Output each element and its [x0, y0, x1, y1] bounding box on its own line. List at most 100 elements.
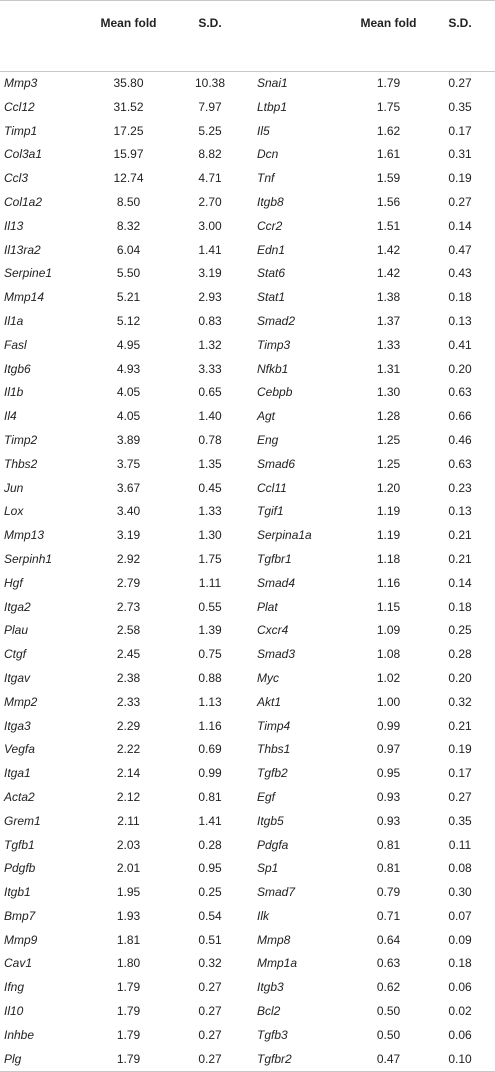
mean-fold-left: 6.04	[116, 242, 141, 257]
table-row: Il13 8.32 3.00 Ccr2 1.51 0.14	[0, 215, 495, 239]
sd-left: 3.00	[198, 218, 222, 233]
gene-name-left: Itgb6	[4, 361, 31, 376]
mean-fold-left: 1.79	[116, 1004, 141, 1019]
table-row: Itga1 2.14 0.99 Tgfb2 0.95 0.17	[0, 762, 495, 786]
mean-fold-left: 4.05	[116, 385, 141, 400]
table-row: Inhbe 1.79 0.27 Tgfb3 0.50 0.06	[0, 1024, 495, 1048]
gene-name-left: Pdgfb	[4, 861, 36, 876]
sd-left: 0.51	[198, 932, 222, 947]
sd-right: 0.18	[448, 599, 472, 614]
table-header: Mean fold S.D. Mean fold S.D.	[0, 0, 495, 72]
gene-name-right: Itgb5	[257, 813, 284, 828]
mean-fold-left: 2.03	[116, 837, 141, 852]
mean-fold-left: 3.67	[116, 480, 141, 495]
gene-name-left: Ctgf	[4, 647, 27, 662]
sd-right: 0.06	[448, 980, 472, 995]
gene-name-left: Itgav	[4, 670, 31, 685]
mean-fold-left: 1.80	[116, 956, 141, 971]
gene-name-right: Thbs1	[257, 742, 291, 757]
sd-right: 0.19	[448, 171, 472, 186]
sd-left: 0.54	[198, 908, 222, 923]
mean-fold-right: 1.38	[376, 290, 401, 305]
gene-name-left: Il13	[4, 218, 24, 233]
header-mean-fold-1: Mean fold	[100, 16, 157, 30]
mean-fold-right: 0.93	[376, 789, 401, 804]
mean-fold-right: 0.63	[376, 956, 401, 971]
table-row: Mmp3 35.80 10.38 Snai1 1.79 0.27	[0, 72, 495, 96]
sd-left: 3.33	[198, 361, 222, 376]
sd-right: 0.19	[448, 742, 472, 757]
sd-left: 0.55	[198, 599, 222, 614]
mean-fold-left: 2.29	[116, 718, 141, 733]
sd-right: 0.11	[448, 837, 472, 852]
sd-left: 1.30	[198, 528, 222, 543]
gene-name-right: Stat6	[257, 266, 286, 281]
table-row: Plau 2.58 1.39 Cxcr4 1.09 0.25	[0, 619, 495, 643]
header-sd-1: S.D.	[198, 16, 222, 30]
table-row: Itgb1 1.95 0.25 Smad7 0.79 0.30	[0, 881, 495, 905]
mean-fold-right: 1.31	[376, 361, 401, 376]
sd-right: 0.47	[448, 242, 472, 257]
table-row: Mmp13 3.19 1.30 Serpina1a 1.19 0.21	[0, 524, 495, 548]
sd-right: 0.25	[448, 623, 472, 638]
gene-name-left: Bmp7	[4, 908, 36, 923]
gene-name-right: Tgfb2	[257, 766, 288, 781]
gene-name-right: Ltbp1	[257, 99, 288, 114]
mean-fold-left: 2.92	[116, 551, 141, 566]
mean-fold-right: 1.37	[376, 313, 401, 328]
sd-right: 0.09	[448, 932, 472, 947]
gene-name-left: Acta2	[4, 789, 35, 804]
sd-left: 1.40	[198, 409, 222, 424]
sd-left: 1.41	[198, 242, 222, 257]
gene-name-right: Tgif1	[257, 504, 284, 519]
sd-right: 0.31	[448, 147, 472, 162]
mean-fold-right: 1.16	[376, 575, 401, 590]
sd-left: 5.25	[198, 123, 222, 138]
mean-fold-right: 1.42	[376, 242, 401, 257]
mean-fold-left: 5.50	[116, 266, 141, 281]
mean-fold-left: 5.12	[116, 313, 141, 328]
mean-fold-right: 0.93	[376, 813, 401, 828]
gene-name-left: Il4	[4, 409, 17, 424]
sd-right: 0.18	[448, 290, 472, 305]
sd-right: 0.10	[448, 1051, 472, 1066]
table-row: Itga3 2.29 1.16 Timp4 0.99 0.21	[0, 715, 495, 739]
gene-name-left: Il1b	[4, 385, 24, 400]
sd-right: 0.23	[448, 480, 472, 495]
sd-left: 0.25	[198, 885, 222, 900]
sd-right: 0.35	[448, 813, 472, 828]
table-row: Pdgfb 2.01 0.95 Sp1 0.81 0.08	[0, 857, 495, 881]
sd-left: 0.27	[198, 1004, 222, 1019]
table-row: Plg 1.79 0.27 Tgfbr2 0.47 0.10	[0, 1048, 495, 1072]
gene-name-right: Smad7	[257, 885, 296, 900]
table-row: Ccl3 12.74 4.71 Tnf 1.59 0.19	[0, 167, 495, 191]
table-row: Timp1 17.25 5.25 Il5 1.62 0.17	[0, 120, 495, 144]
mean-fold-left: 3.89	[116, 432, 141, 447]
gene-name-left: Jun	[4, 480, 24, 495]
mean-fold-right: 1.19	[376, 528, 401, 543]
mean-fold-right: 0.95	[376, 766, 401, 781]
table-row: Jun 3.67 0.45 Ccl11 1.20 0.23	[0, 477, 495, 501]
sd-right: 0.27	[448, 76, 472, 90]
table-row: Col3a1 15.97 8.82 Dcn 1.61 0.31	[0, 143, 495, 167]
sd-right: 0.02	[448, 1004, 472, 1019]
mean-fold-right: 1.02	[376, 670, 401, 685]
table-row: Fasl 4.95 1.32 Timp3 1.33 0.41	[0, 334, 495, 358]
mean-fold-right: 0.47	[376, 1051, 401, 1066]
mean-fold-right: 1.42	[376, 266, 401, 281]
gene-name-right: Cebpb	[257, 385, 293, 400]
mean-fold-left: 1.95	[116, 885, 141, 900]
sd-right: 0.21	[448, 718, 472, 733]
mean-fold-left: 2.79	[116, 575, 141, 590]
sd-left: 1.41	[198, 813, 222, 828]
gene-name-left: Col1a2	[4, 194, 43, 209]
mean-fold-right: 1.20	[376, 480, 401, 495]
sd-left: 0.28	[198, 837, 222, 852]
sd-left: 10.38	[194, 76, 226, 90]
mean-fold-right: 0.71	[376, 908, 401, 923]
sd-right: 0.35	[448, 99, 472, 114]
gene-name-right: Serpina1a	[257, 528, 312, 543]
mean-fold-left: 2.38	[116, 670, 141, 685]
mean-fold-right: 0.97	[376, 742, 401, 757]
table-row: Il4 4.05 1.40 Agt 1.28 0.66	[0, 405, 495, 429]
